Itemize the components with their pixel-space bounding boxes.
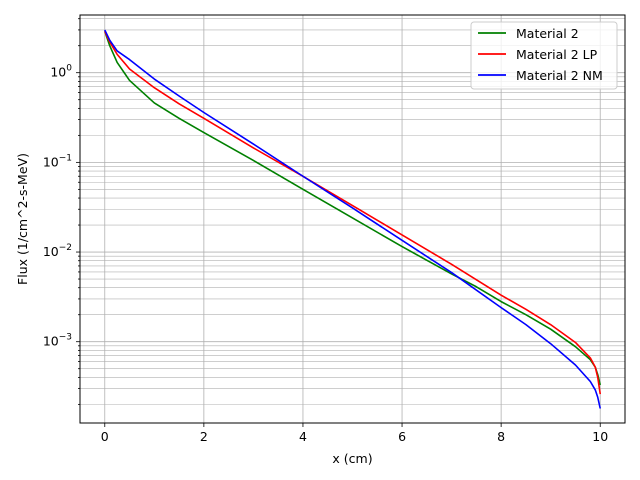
plot-frame [79, 14, 626, 424]
y-tick-label: 10−2 [43, 243, 72, 259]
x-axis-label: x (cm) [332, 451, 372, 466]
y-tick-label: 10−3 [43, 333, 72, 349]
x-tick-label: 6 [398, 429, 406, 444]
series-line-material-2-lp [104, 30, 602, 395]
y-tick-label: 10−1 [43, 153, 72, 169]
x-tick-label: 8 [497, 429, 505, 444]
series-line-material-2-nm [104, 29, 602, 409]
legend-box [470, 21, 618, 90]
data-series [104, 29, 602, 409]
x-tick-label: 10 [592, 429, 608, 444]
y-axis-label: Flux (1/cm^2-s-MeV) [15, 153, 30, 285]
legend: Material 2 Material 2 LP Material 2 NM [470, 21, 618, 90]
x-tick-label: 4 [299, 429, 307, 444]
axis-ticks: 0 2 4 6 8 10 10−3 10−2 10−1 100 [43, 18, 608, 444]
y-tick-label: 100 [50, 64, 72, 80]
x-tick-label: 0 [101, 429, 109, 444]
legend-label-material-2: Material 2 [516, 26, 579, 41]
legend-label-material-2-lp: Material 2 LP [516, 47, 598, 62]
series-line-material-2 [104, 30, 602, 386]
legend-label-material-2-nm: Material 2 NM [516, 68, 603, 83]
x-tick-label: 2 [200, 429, 208, 444]
